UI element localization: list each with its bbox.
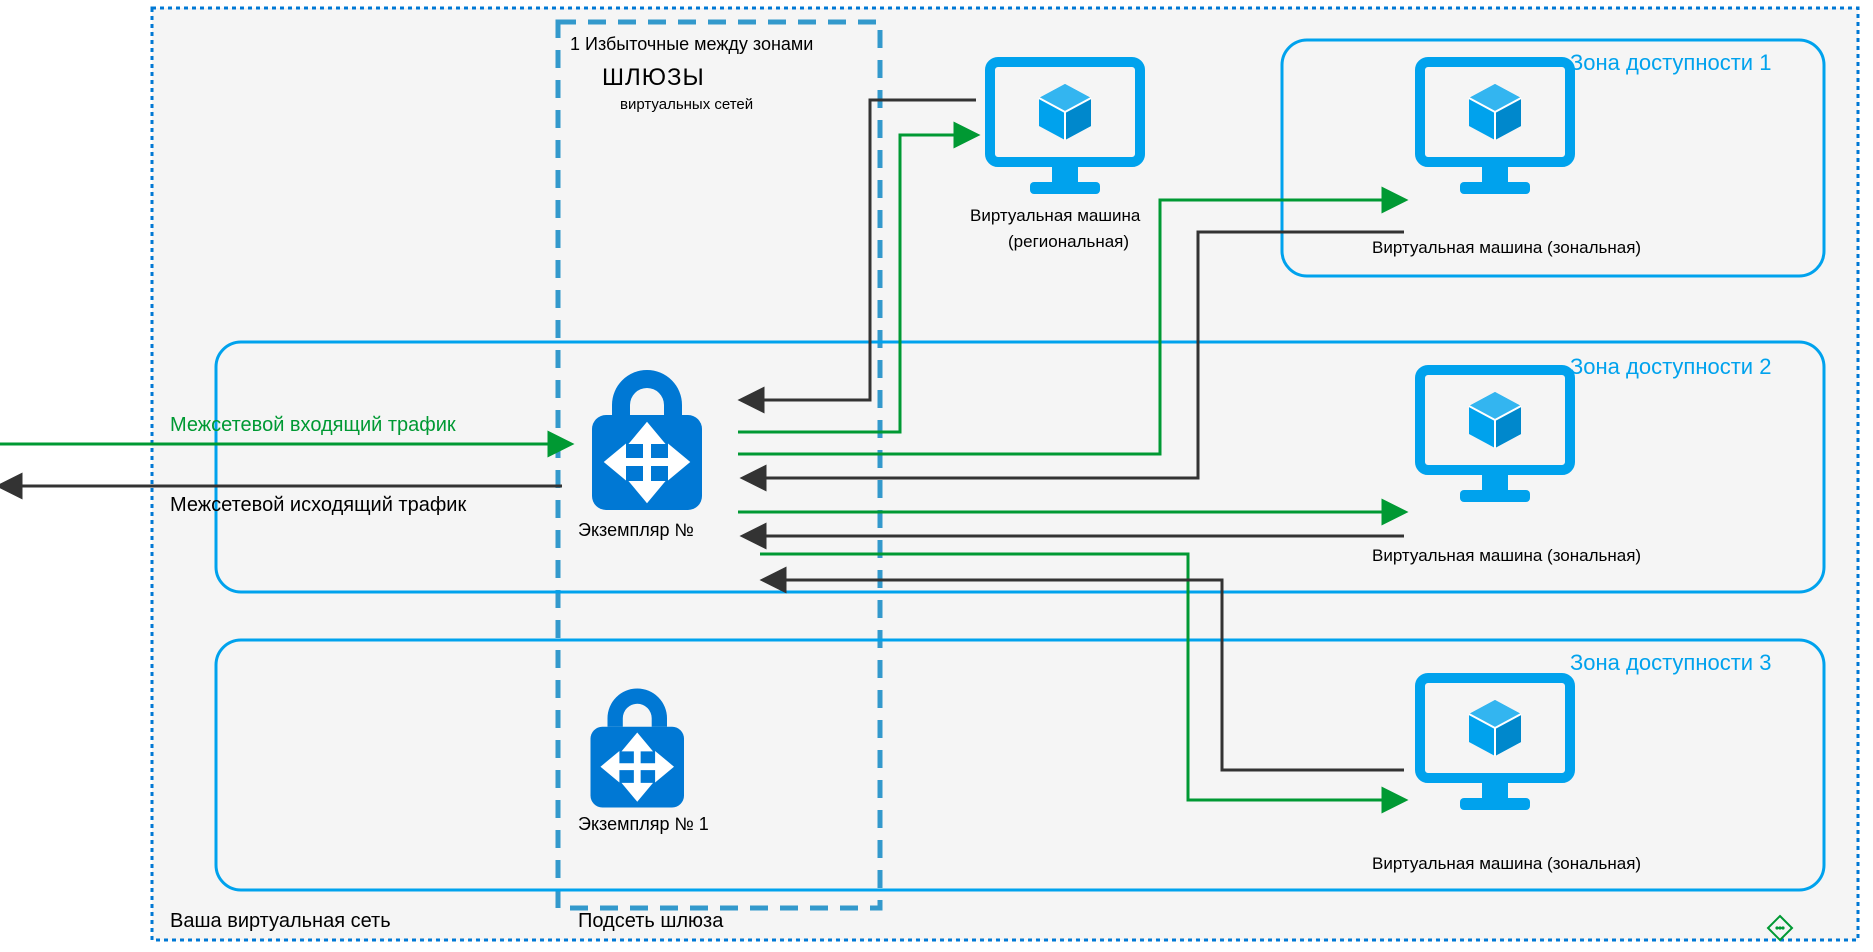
zone-redundant-label: 1 Избыточные между зонами bbox=[570, 34, 813, 55]
instance-n-label: Экземпляр № bbox=[578, 520, 694, 541]
vm-regional-label-2: (региональная) bbox=[1008, 232, 1129, 252]
vm-zone3-label: Виртуальная машина (зональная) bbox=[1372, 854, 1641, 874]
subnet-label: Подсеть шлюза bbox=[578, 910, 723, 933]
vm-regional-label-1: Виртуальная машина bbox=[970, 206, 1140, 226]
zone1-title: Зона доступности 1 bbox=[1570, 50, 1771, 76]
vm-zone1-label: Виртуальная машина (зональная) bbox=[1372, 238, 1641, 258]
instance-1-label: Экземпляр № 1 bbox=[578, 814, 709, 835]
vnet-box bbox=[152, 8, 1858, 940]
gateways-title: ШЛЮЗЫ bbox=[602, 64, 705, 92]
vm-zone2-label: Виртуальная машина (зональная) bbox=[1372, 546, 1641, 566]
zone2-title: Зона доступности 2 bbox=[1570, 354, 1771, 380]
vnet-label: Ваша виртуальная сеть bbox=[170, 910, 391, 933]
zone3-title: Зона доступности 3 bbox=[1570, 650, 1771, 676]
xnet-out-label: Межсетевой исходящий трафик bbox=[170, 494, 466, 517]
xnet-in-label: Межсетевой входящий трафик bbox=[170, 414, 456, 437]
diagram-canvas: 1 Избыточные между зонами ШЛЮЗЫ виртуаль… bbox=[0, 0, 1873, 952]
gateways-subtitle: виртуальных сетей bbox=[620, 96, 753, 113]
diagram-svg bbox=[0, 0, 1873, 952]
